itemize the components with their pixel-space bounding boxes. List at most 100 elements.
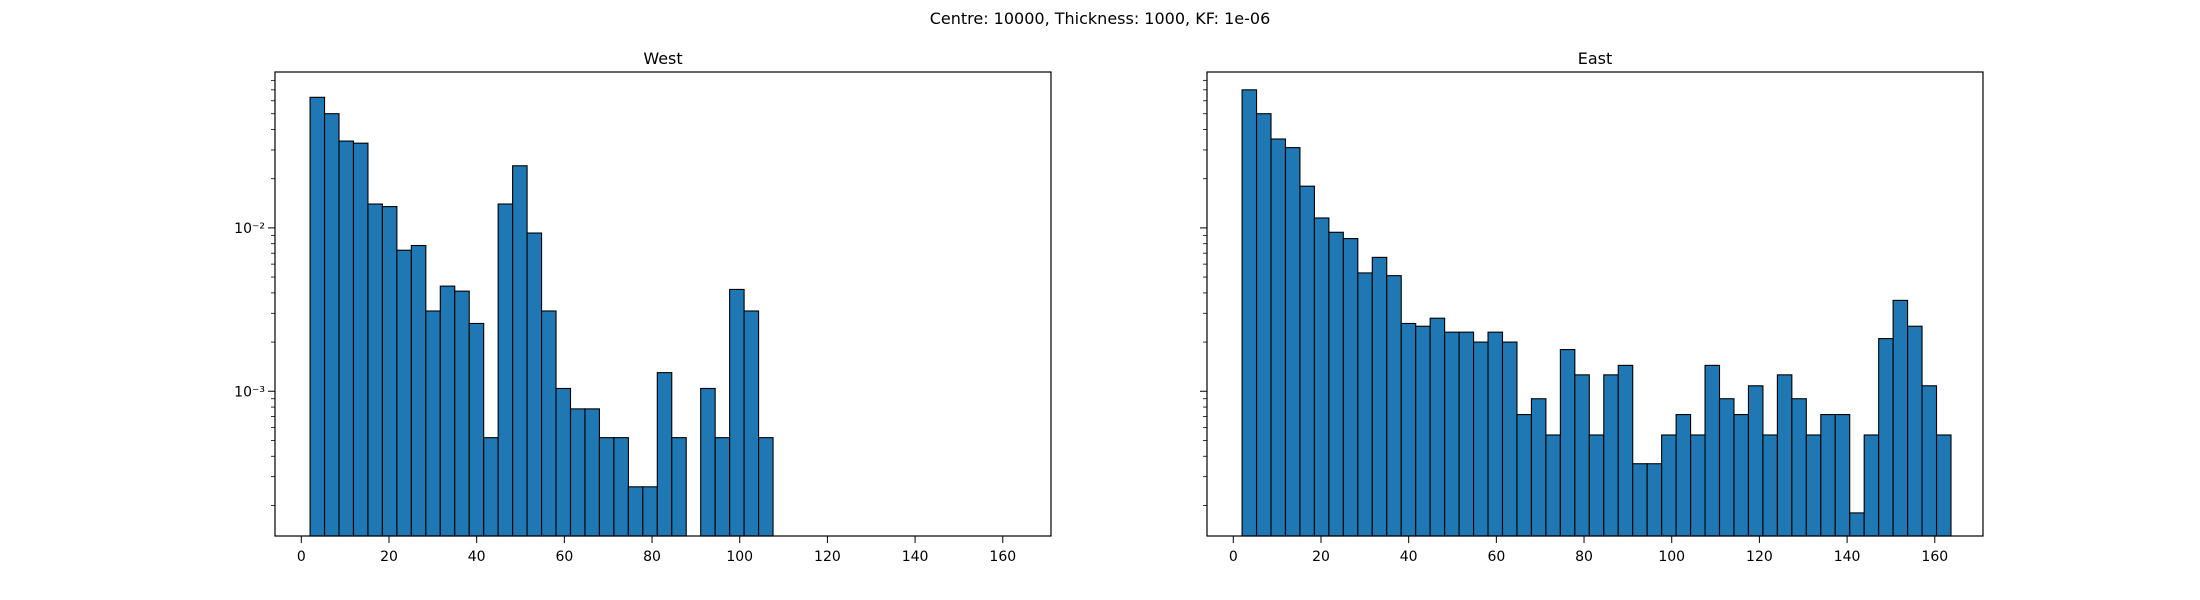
west-bar-29: [743, 310, 760, 537]
west-bar-28: [729, 288, 745, 537]
east-bar-26: [1617, 364, 1634, 537]
west-bar-21: [613, 437, 629, 537]
east-bar-41: [1834, 414, 1851, 537]
east-bar-0: [1241, 89, 1258, 537]
west-bar-14: [512, 165, 528, 537]
west-bars: [309, 96, 774, 537]
west-bar-9: [439, 285, 456, 537]
west-bar-18: [569, 408, 586, 537]
east-x-tick-label-8: 160: [1921, 549, 1948, 565]
west-bar-4: [367, 203, 383, 537]
west-x-tick-label-2: 40: [468, 549, 486, 565]
east-y-major-ticks: [1200, 227, 1207, 392]
west-bar-2: [338, 140, 355, 537]
west-x-tick-label-0: 0: [297, 549, 306, 565]
figure-suptitle: Centre: 10000, Thickness: 1000, KF: 1e-0…: [930, 9, 1271, 28]
east-bar-33: [1718, 398, 1735, 537]
west-bar-1: [323, 113, 340, 537]
east-bar-16: [1473, 341, 1489, 537]
west-x-axis: 0 20 40 60 80 100 120 140 160: [297, 536, 1016, 565]
east-bar-47: [1921, 385, 1938, 537]
east-bar-5: [1313, 217, 1330, 537]
west-bar-23: [642, 486, 658, 537]
east-bar-45: [1892, 299, 1909, 537]
west-axes-frame: [274, 71, 1052, 537]
east-x-tick-label-5: 100: [1658, 549, 1685, 565]
west-bar-8: [425, 310, 441, 537]
east-bar-6: [1328, 231, 1344, 537]
west-bar-26: [700, 387, 716, 537]
east-bar-39: [1805, 434, 1822, 537]
west-bar-6: [396, 249, 412, 537]
west-bar-19: [584, 408, 600, 537]
west-x-tick-label-8: 160: [989, 549, 1016, 565]
east-x-tick-label-0: 0: [1229, 549, 1238, 565]
east-bar-46: [1907, 325, 1923, 537]
east-bar-17: [1487, 331, 1504, 537]
west-bar-11: [468, 322, 485, 537]
west-bar-13: [497, 203, 514, 537]
east-axes-frame: [1206, 71, 1984, 537]
east-bar-11: [1400, 322, 1417, 537]
east-bar-27: [1632, 463, 1648, 537]
east-bar-37: [1776, 374, 1793, 537]
east-bar-28: [1646, 463, 1663, 537]
west-bar-16: [541, 310, 557, 537]
west-x-tick-label-3: 60: [555, 549, 573, 565]
east-bar-43: [1863, 434, 1880, 537]
east-bar-4: [1299, 185, 1315, 537]
west-bar-7: [410, 244, 427, 537]
east-bar-25: [1603, 374, 1619, 537]
east-bar-44: [1878, 338, 1894, 537]
west-panel: West 10⁻² 10⁻³ 0 20 40 60 80 100 120 140 160: [234, 49, 1052, 565]
east-bar-29: [1661, 434, 1677, 537]
west-bar-25: [671, 437, 687, 537]
east-bar-20: [1530, 398, 1547, 537]
west-bar-10: [454, 290, 470, 537]
east-x-tick-label-3: 60: [1487, 549, 1505, 565]
east-bar-2: [1270, 138, 1287, 537]
east-bar-7: [1342, 238, 1359, 537]
east-bar-23: [1574, 374, 1590, 537]
west-bar-0: [309, 96, 326, 537]
east-bar-1: [1255, 113, 1272, 537]
east-x-tick-label-6: 120: [1746, 549, 1773, 565]
east-bar-18: [1501, 341, 1518, 537]
east-bar-34: [1733, 414, 1749, 537]
east-bar-3: [1284, 147, 1301, 537]
west-bar-24: [656, 372, 673, 537]
west-bar-20: [598, 437, 615, 537]
west-bar-30: [758, 437, 774, 537]
east-bar-12: [1415, 325, 1431, 537]
east-title: East: [1578, 49, 1613, 68]
east-bar-31: [1690, 434, 1706, 537]
east-bar-10: [1386, 275, 1402, 537]
east-bars: [1241, 89, 1952, 537]
east-bar-35: [1747, 385, 1764, 537]
west-bar-27: [714, 437, 731, 537]
west-x-tick-label-4: 80: [643, 549, 661, 565]
east-x-tick-label-1: 20: [1312, 549, 1330, 565]
east-bar-38: [1791, 398, 1807, 537]
east-bar-15: [1458, 331, 1475, 537]
east-bar-22: [1559, 348, 1576, 537]
east-bar-48: [1935, 434, 1952, 537]
west-bar-12: [483, 437, 499, 537]
east-bar-30: [1675, 414, 1692, 537]
east-bar-13: [1429, 317, 1446, 537]
east-bar-14: [1444, 331, 1460, 537]
east-bar-8: [1357, 272, 1373, 537]
east-bar-36: [1762, 434, 1778, 537]
east-x-tick-label-4: 80: [1575, 549, 1593, 565]
west-y-tick-label-1: 10⁻³: [234, 384, 265, 400]
west-x-tick-label-1: 20: [380, 549, 398, 565]
east-x-axis: 0 20 40 60 80 100 120 140 160: [1229, 536, 1948, 565]
west-bar-5: [381, 206, 398, 537]
west-bar-15: [526, 232, 543, 537]
east-bar-42: [1849, 512, 1865, 537]
east-x-tick-label-2: 40: [1400, 549, 1418, 565]
west-x-tick-label-5: 100: [726, 549, 753, 565]
west-y-minor-ticks: [271, 79, 275, 506]
west-title: West: [643, 49, 682, 68]
